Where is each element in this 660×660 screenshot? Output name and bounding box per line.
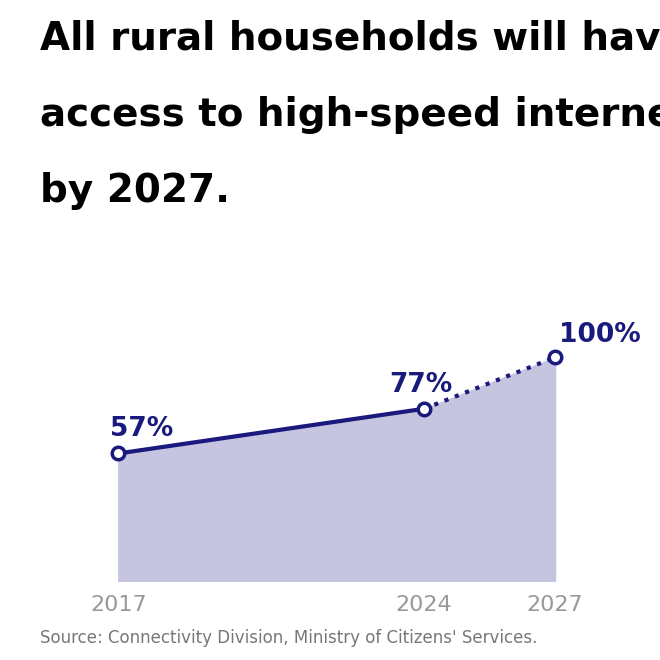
Text: 77%: 77% — [389, 372, 452, 397]
Text: All rural households will have: All rural households will have — [40, 20, 660, 58]
Text: 57%: 57% — [110, 416, 173, 442]
Text: 100%: 100% — [560, 323, 641, 348]
Text: by 2027.: by 2027. — [40, 172, 230, 210]
Text: access to high-speed internet: access to high-speed internet — [40, 96, 660, 134]
Text: Source: Connectivity Division, Ministry of Citizens' Services.: Source: Connectivity Division, Ministry … — [40, 629, 537, 647]
